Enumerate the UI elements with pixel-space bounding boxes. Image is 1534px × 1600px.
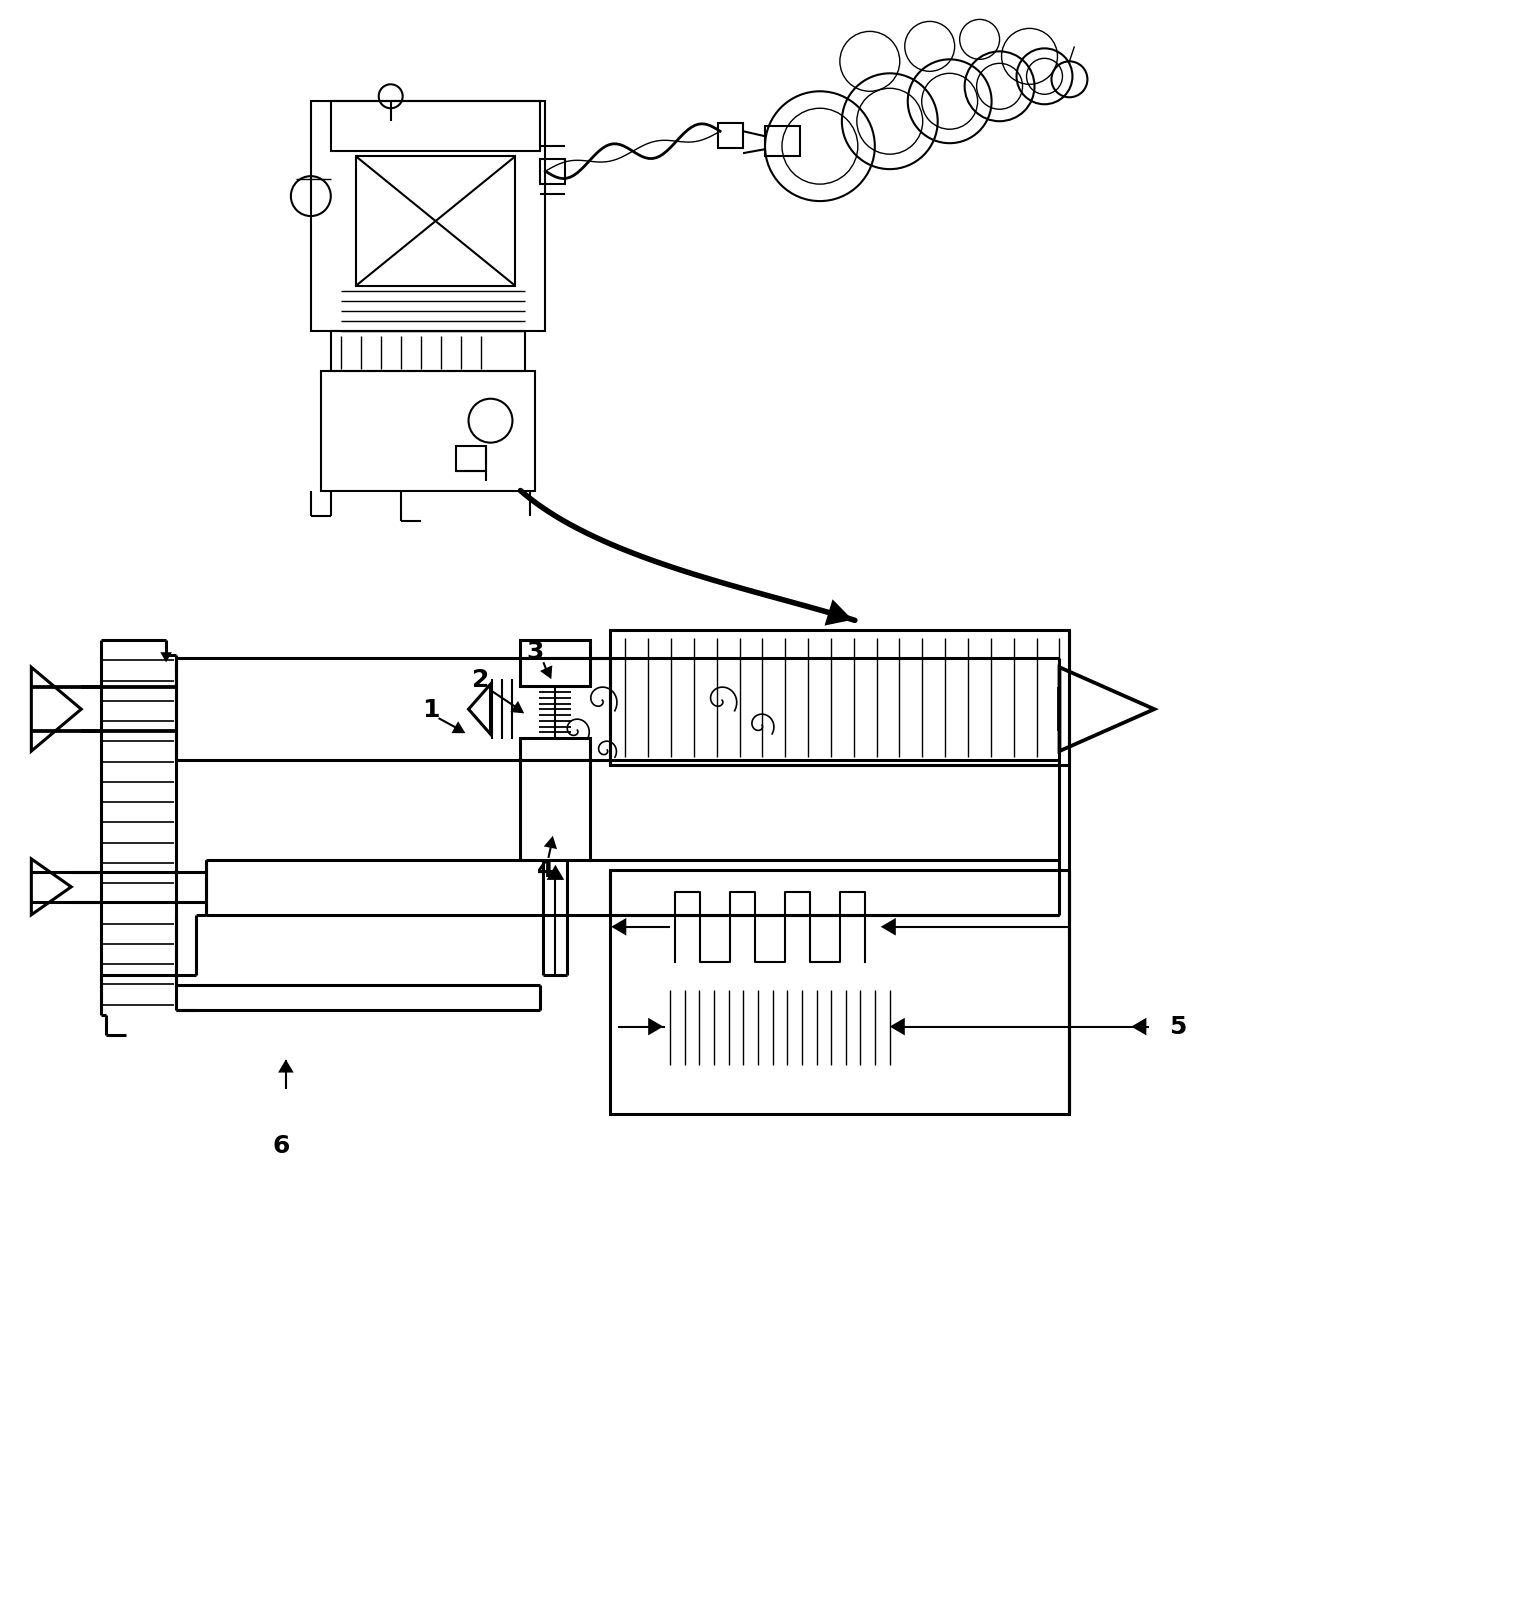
Polygon shape: [548, 867, 563, 878]
Bar: [765, 126, 799, 157]
Bar: [520, 738, 591, 760]
Polygon shape: [542, 667, 551, 677]
Bar: [611, 630, 1069, 765]
Text: 5: 5: [1169, 1014, 1187, 1038]
Polygon shape: [512, 702, 523, 712]
Text: 3: 3: [526, 640, 545, 664]
Text: 6: 6: [272, 1134, 290, 1158]
Polygon shape: [882, 920, 894, 934]
Bar: [520, 640, 591, 658]
Polygon shape: [891, 1019, 904, 1034]
Polygon shape: [31, 859, 71, 915]
Polygon shape: [614, 920, 626, 934]
Bar: [356, 157, 515, 286]
Bar: [520, 658, 591, 686]
Polygon shape: [546, 838, 555, 848]
Polygon shape: [825, 602, 850, 624]
Polygon shape: [1134, 1019, 1146, 1034]
Text: 1: 1: [422, 698, 439, 722]
Bar: [456, 446, 485, 470]
Bar: [331, 101, 540, 150]
Text: 4: 4: [537, 858, 554, 882]
Bar: [611, 870, 1069, 1115]
Polygon shape: [31, 667, 81, 750]
Polygon shape: [279, 1061, 291, 1072]
Bar: [718, 123, 742, 149]
Bar: [540, 158, 566, 184]
Polygon shape: [649, 1019, 661, 1034]
Polygon shape: [453, 723, 463, 733]
Bar: [520, 760, 591, 859]
Bar: [321, 371, 535, 491]
Polygon shape: [468, 685, 491, 734]
Polygon shape: [163, 653, 170, 661]
Text: 2: 2: [472, 669, 489, 693]
Polygon shape: [1060, 667, 1154, 750]
Bar: [311, 101, 546, 331]
Bar: [331, 331, 526, 371]
